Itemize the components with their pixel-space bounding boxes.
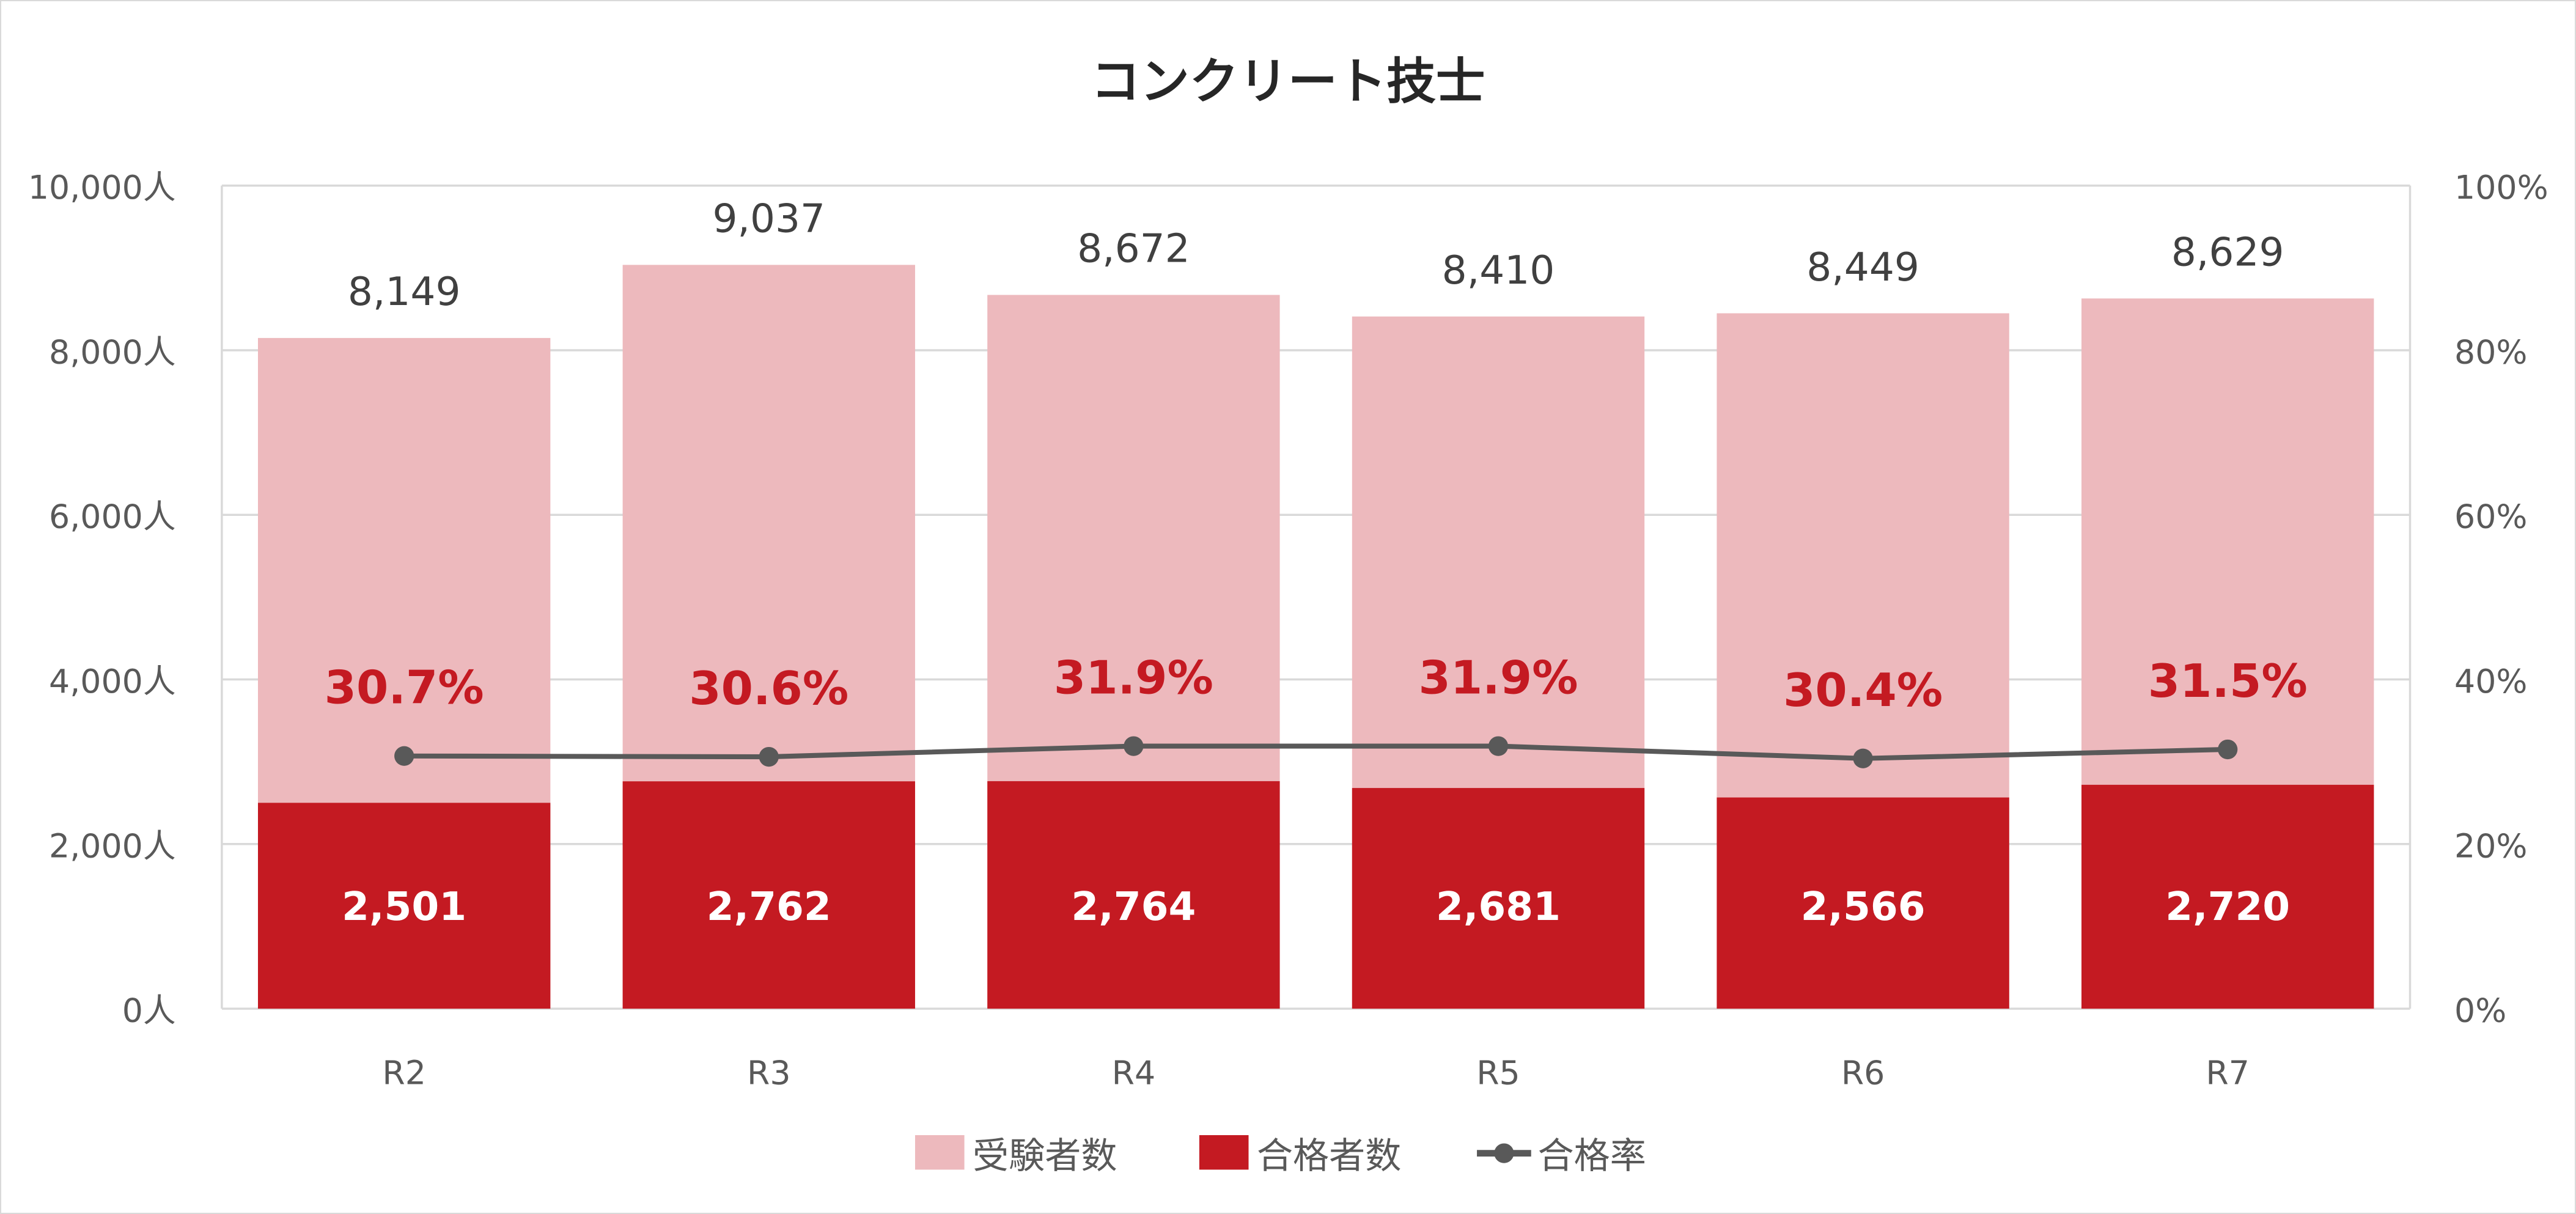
legend-label-pass-rate: 合格率 bbox=[1537, 1135, 1646, 1177]
point-pass-rate bbox=[1488, 736, 1509, 756]
y-left-tick-label: 2,000人 bbox=[49, 826, 176, 865]
x-tick-label: R6 bbox=[1841, 1054, 1885, 1092]
x-tick-label: R5 bbox=[1476, 1054, 1520, 1092]
y-left-tick-label: 0人 bbox=[122, 991, 176, 1030]
legend-label-examinees: 受験者数 bbox=[973, 1135, 1117, 1177]
line-pass-rate bbox=[404, 743, 2228, 761]
legend-swatch-examinees bbox=[914, 1135, 965, 1170]
point-pass-rate bbox=[2218, 739, 2238, 760]
data-label-passers: 2,501 bbox=[342, 884, 466, 930]
data-label-passers: 2,566 bbox=[1801, 884, 1926, 930]
legend-swatch-passers bbox=[1199, 1135, 1249, 1170]
data-label-examinees: 8,449 bbox=[1806, 245, 1919, 290]
y-right-tick-label: 80% bbox=[2454, 333, 2527, 371]
data-label-examinees: 8,149 bbox=[348, 269, 461, 315]
data-label-passers: 2,720 bbox=[2165, 884, 2290, 930]
bar-passers bbox=[257, 803, 551, 1009]
point-pass-rate bbox=[394, 746, 414, 766]
x-tick-label: R2 bbox=[382, 1054, 426, 1092]
data-label-pass-rate: 31.5% bbox=[2148, 654, 2308, 708]
bar-passers bbox=[1352, 788, 1645, 1009]
legend-marker-pass-rate bbox=[1494, 1143, 1514, 1163]
y-left-tick-label: 6,000人 bbox=[49, 498, 176, 536]
point-pass-rate bbox=[1853, 748, 1873, 768]
y-right-tick-label: 20% bbox=[2454, 826, 2527, 865]
y-right-tick-label: 0% bbox=[2454, 991, 2506, 1030]
x-tick-label: R3 bbox=[747, 1054, 791, 1092]
x-tick-label: R4 bbox=[1112, 1054, 1156, 1092]
legend-label-passers: 合格者数 bbox=[1257, 1135, 1401, 1177]
bar-passers bbox=[987, 781, 1280, 1009]
chart-title: コンクリート技士 bbox=[1091, 53, 1485, 111]
data-label-passers: 2,764 bbox=[1071, 884, 1196, 930]
x-tick-label: R7 bbox=[2206, 1054, 2250, 1092]
bar-passers bbox=[2081, 784, 2374, 1009]
data-label-examinees: 8,672 bbox=[1077, 226, 1190, 272]
bar-passers bbox=[622, 781, 915, 1009]
data-label-passers: 2,762 bbox=[707, 884, 831, 930]
data-label-examinees: 8,410 bbox=[1442, 248, 1555, 293]
data-label-pass-rate: 30.7% bbox=[325, 661, 484, 715]
data-label-pass-rate: 30.6% bbox=[689, 661, 848, 715]
y-left-tick-label: 4,000人 bbox=[49, 662, 176, 701]
point-pass-rate bbox=[1124, 736, 1144, 756]
data-label-pass-rate: 31.9% bbox=[1418, 651, 1578, 705]
y-left-tick-label: 10,000人 bbox=[28, 168, 176, 207]
y-right-tick-label: 40% bbox=[2454, 662, 2527, 701]
data-label-examinees: 8,629 bbox=[2171, 230, 2284, 276]
y-right-tick-label: 100% bbox=[2454, 168, 2548, 207]
point-pass-rate bbox=[759, 746, 779, 767]
bar-passers bbox=[1717, 797, 2009, 1009]
data-label-passers: 2,681 bbox=[1436, 884, 1561, 930]
data-label-examinees: 9,037 bbox=[712, 196, 825, 242]
data-label-pass-rate: 30.4% bbox=[1783, 663, 1943, 717]
data-label-pass-rate: 31.9% bbox=[1054, 651, 1213, 705]
y-left-tick-label: 8,000人 bbox=[49, 333, 176, 371]
y-right-tick-label: 60% bbox=[2454, 498, 2527, 536]
